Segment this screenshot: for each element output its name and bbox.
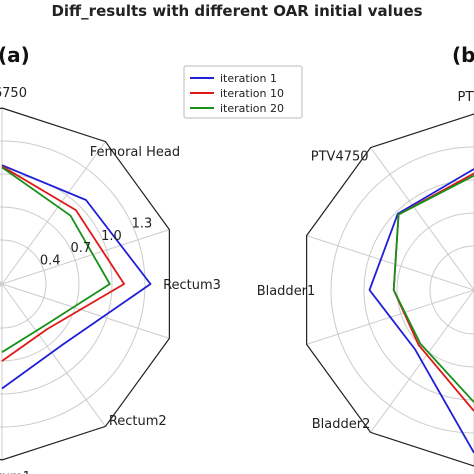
- series-line-b-iteration-1: [368, 168, 474, 454]
- chart-title: Diff_results with different OAR initial …: [51, 2, 423, 20]
- axis-label: Bladder1: [257, 284, 316, 299]
- grid-circle: [429, 245, 474, 335]
- axis-label: Rectum3: [163, 278, 221, 293]
- axis-label: Rectum1: [0, 470, 31, 474]
- axis-label: PTV6: [458, 90, 474, 105]
- series-line-b-iteration-20: [392, 174, 474, 403]
- radial-tick-label: 0.7: [70, 241, 91, 256]
- radar-frame: [0, 107, 170, 461]
- legend-label: iteration 1: [220, 72, 277, 85]
- grid-circle: [0, 206, 80, 362]
- grid-spoke: [370, 147, 474, 291]
- legend-label: iteration 20: [220, 102, 284, 115]
- axis-label: Bladder2: [312, 417, 371, 432]
- series-line-a-iteration-10: [1, 165, 125, 362]
- radar-frame: [306, 113, 474, 467]
- grid-spoke: [1, 283, 106, 427]
- axis-label: TV6750: [0, 86, 27, 101]
- grid-spoke: [1, 229, 170, 285]
- grid-circle: [396, 212, 474, 368]
- radial-tick-label: 1.0: [101, 229, 122, 244]
- grid-spoke: [1, 283, 170, 339]
- panel-label: (b): [452, 43, 474, 67]
- grid-spoke: [1, 141, 106, 285]
- axis-label: Femoral Head: [90, 145, 180, 160]
- radial-tick-label: 1.3: [132, 216, 153, 231]
- axis-label: PTV4750: [311, 150, 369, 165]
- series-line-a-iteration-1: [1, 164, 152, 390]
- grid-circle: [330, 146, 474, 434]
- axis-label: Rectum2: [109, 414, 167, 429]
- grid-circle: [363, 179, 474, 401]
- legend-label: iteration 10: [220, 87, 284, 100]
- grid-circle: [0, 173, 113, 395]
- grid-spoke: [306, 235, 474, 291]
- radial-tick-label: 0.4: [40, 254, 61, 269]
- panel-label: (a): [0, 43, 30, 67]
- series-line-a-iteration-20: [1, 166, 111, 353]
